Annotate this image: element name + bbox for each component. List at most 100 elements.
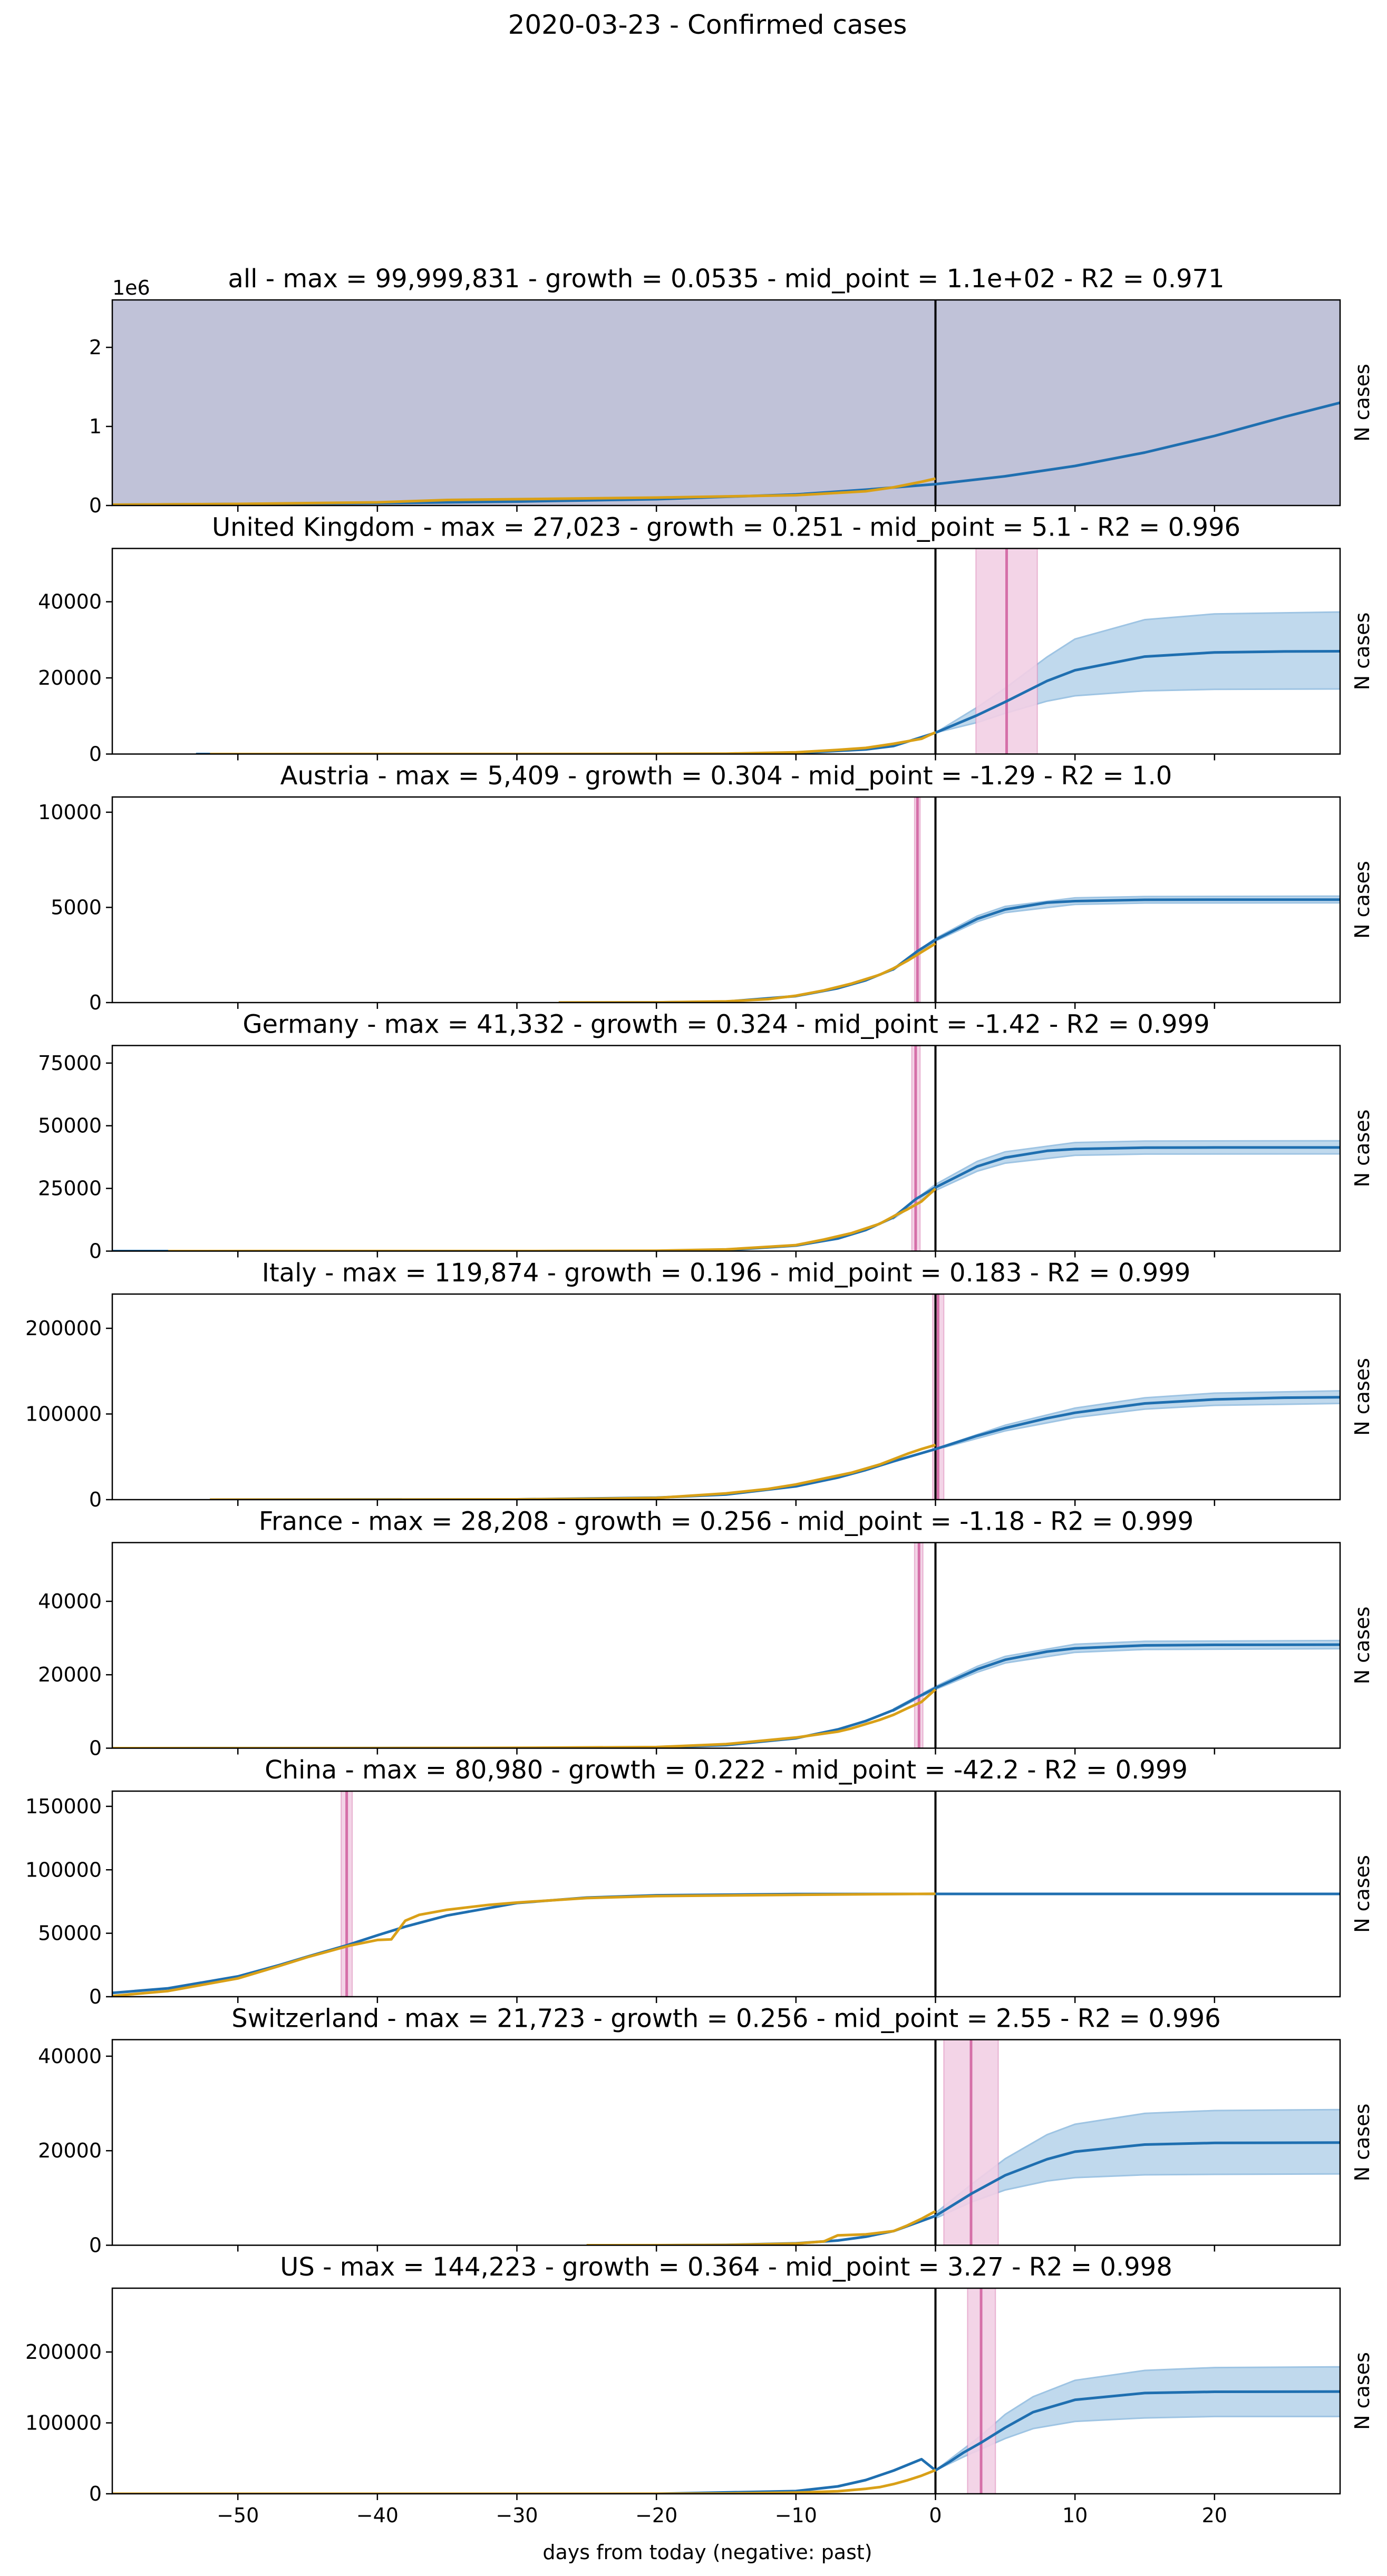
observed-line xyxy=(586,2210,936,2246)
x-tick-label: 20 xyxy=(1202,2504,1227,2527)
y-tick-label: 200000 xyxy=(25,2340,102,2364)
fit-line xyxy=(112,1146,1340,1251)
fit-uncertainty-band xyxy=(893,1639,1340,1713)
plot-area xyxy=(112,1045,1340,1251)
y-tick-label: 0 xyxy=(89,1488,102,1511)
y-tick-label: 40000 xyxy=(38,1590,102,1613)
observed-line xyxy=(112,2468,936,2494)
plot-area xyxy=(112,1791,1340,1997)
plot-area xyxy=(558,797,1340,1003)
x-tick-label: −20 xyxy=(635,2504,677,2527)
y-axis-label: N cases xyxy=(1351,613,1374,691)
axes-frame xyxy=(111,2287,1341,2495)
x-tick-label: 10 xyxy=(1062,2504,1088,2527)
panel-title: United Kingdom - max = 27,023 - growth =… xyxy=(212,513,1240,542)
y-tick-label: 0 xyxy=(89,1240,102,1263)
fit-line xyxy=(112,1643,1340,1748)
plot-area xyxy=(112,1542,1340,1748)
y-tick-label: 100000 xyxy=(25,1403,102,1426)
x-axis-label: days from today (negative: past) xyxy=(542,2541,872,2564)
y-tick-label: 20000 xyxy=(38,666,102,689)
plot-area xyxy=(112,300,1340,506)
y-tick-label: 150000 xyxy=(25,1795,102,1818)
plot-area xyxy=(210,1294,1340,1500)
chart-panel: Austria - max = 5,409 - growth = 0.304 -… xyxy=(38,761,1374,1014)
y-tick-label: 1 xyxy=(89,415,102,438)
y-tick-label: 25000 xyxy=(38,1177,102,1200)
chart-panel: United Kingdom - max = 27,023 - growth =… xyxy=(38,513,1374,766)
fit-uncertainty-band xyxy=(893,895,1340,971)
panel-title: Italy - max = 119,874 - growth = 0.196 -… xyxy=(262,1258,1191,1288)
x-tick-label: 0 xyxy=(929,2504,942,2527)
x-tick-label: −50 xyxy=(217,2504,259,2527)
fit-line xyxy=(112,1892,1340,1995)
plot-area xyxy=(586,2039,1340,2246)
uncertainty-band xyxy=(112,300,1340,506)
panel-title: Germany - max = 41,332 - growth = 0.324 … xyxy=(243,1010,1209,1039)
chart-panels: all - max = 99,999,831 - growth = 0.0535… xyxy=(25,264,1374,2527)
panel-title: France - max = 28,208 - growth = 0.256 -… xyxy=(259,1507,1194,1537)
observed-line xyxy=(558,942,936,1003)
chart-panel: Italy - max = 119,874 - growth = 0.196 -… xyxy=(25,1258,1374,1511)
y-axis-label: N cases xyxy=(1351,861,1374,939)
y-axis-label: N cases xyxy=(1351,364,1374,442)
y-tick-label: 40000 xyxy=(38,2045,102,2068)
plot-area xyxy=(196,548,1340,754)
chart-panel: France - max = 28,208 - growth = 0.256 -… xyxy=(38,1507,1374,1760)
plot-area xyxy=(112,2288,1340,2494)
y-tick-label: 20000 xyxy=(38,2139,102,2162)
axes-frame xyxy=(111,2039,1341,2246)
fit-line xyxy=(112,401,1340,506)
y-tick-label: 50000 xyxy=(38,1922,102,1945)
chart-panel: China - max = 80,980 - growth = 0.222 - … xyxy=(25,1755,1374,2008)
y-tick-label: 50000 xyxy=(38,1114,102,1138)
panel-title: Switzerland - max = 21,723 - growth = 0.… xyxy=(231,2004,1220,2034)
axes-frame xyxy=(111,1045,1341,1252)
panel-title: US - max = 144,223 - growth = 0.364 - mi… xyxy=(280,2252,1172,2282)
observed-line xyxy=(112,477,936,506)
fit-line xyxy=(558,898,1340,1003)
panel-title: China - max = 80,980 - growth = 0.222 - … xyxy=(265,1755,1188,1785)
y-tick-label: 0 xyxy=(89,494,102,517)
chart-panel: all - max = 99,999,831 - growth = 0.0535… xyxy=(89,264,1374,517)
y-axis-label: N cases xyxy=(1351,2104,1374,2182)
chart-panel: Switzerland - max = 21,723 - growth = 0.… xyxy=(38,2004,1374,2257)
axes-frame xyxy=(111,796,1341,1004)
y-axis-label: N cases xyxy=(1351,1855,1374,1933)
y-tick-label: 0 xyxy=(89,1985,102,2008)
y-tick-label: 0 xyxy=(89,1737,102,1760)
fit-line xyxy=(210,1396,1340,1500)
y-tick-label: 75000 xyxy=(38,1052,102,1075)
y-axis-label: N cases xyxy=(1351,1358,1374,1436)
panel-title: all - max = 99,999,831 - growth = 0.0535… xyxy=(228,264,1224,294)
y-tick-label: 40000 xyxy=(38,590,102,614)
x-tick-label: −10 xyxy=(775,2504,817,2527)
observed-line xyxy=(112,1892,936,1997)
y-tick-label: 2 xyxy=(89,336,102,359)
y-tick-label: 0 xyxy=(89,2234,102,2257)
figure-title: 2020-03-23 - Confirmed cases xyxy=(508,9,907,40)
chart-panel: US - max = 144,223 - growth = 0.364 - mi… xyxy=(25,2252,1374,2527)
observed-line xyxy=(210,731,936,754)
y-tick-label: 200000 xyxy=(25,1317,102,1340)
y-tick-label: 10000 xyxy=(38,801,102,824)
fit-uncertainty-band xyxy=(935,2366,1340,2471)
y-axis-label: N cases xyxy=(1351,2352,1374,2430)
x-tick-label: −40 xyxy=(356,2504,399,2527)
fit-uncertainty-band xyxy=(935,1390,1340,1451)
fit-line xyxy=(112,2390,1340,2494)
y-axis-label: N cases xyxy=(1351,1607,1374,1685)
observed-line xyxy=(112,1688,937,1748)
y-tick-label: 100000 xyxy=(25,2412,102,2435)
y-tick-label: 100000 xyxy=(25,1858,102,1881)
axes-frame xyxy=(111,548,1341,755)
y-tick-label: 5000 xyxy=(51,896,102,919)
chart-panel: Germany - max = 41,332 - growth = 0.324 … xyxy=(38,1010,1374,1263)
axes-frame xyxy=(111,1542,1341,1749)
x-tick-label: −30 xyxy=(496,2504,538,2527)
fit-uncertainty-band xyxy=(893,1140,1340,1220)
y-tick-label: 0 xyxy=(89,991,102,1014)
y-tick-label: 20000 xyxy=(38,1663,102,1686)
axes-frame xyxy=(111,1790,1341,1998)
